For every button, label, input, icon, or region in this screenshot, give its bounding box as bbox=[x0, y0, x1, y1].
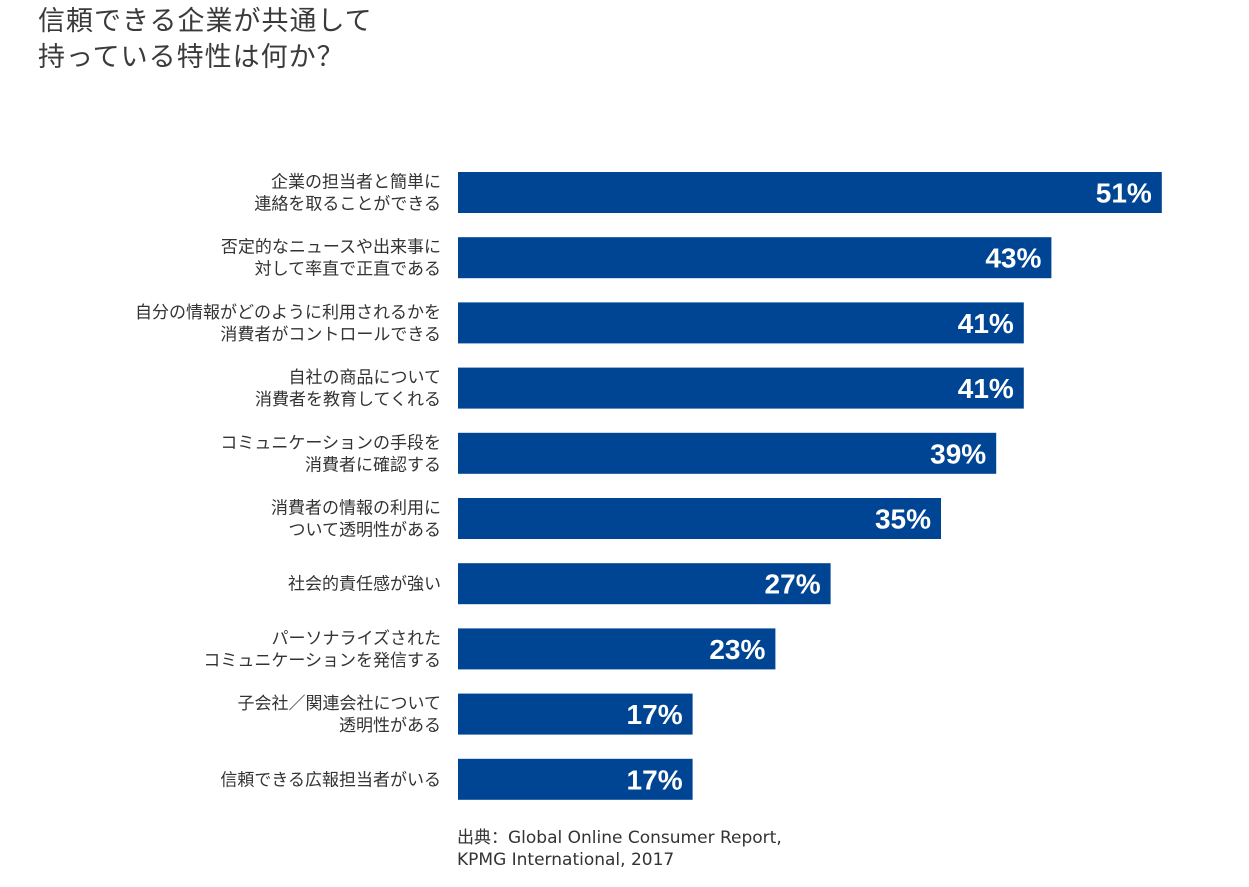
category-label: 透明性がある bbox=[339, 716, 441, 736]
category-label: 子会社／関連会社について bbox=[238, 694, 442, 714]
bar-value-label: 43% bbox=[985, 243, 1041, 274]
bar-group: 17% 信頼できる広報担当者がいる bbox=[220, 758, 693, 800]
category-label: ついて透明性がある bbox=[289, 521, 442, 541]
bar-value-label: 17% bbox=[627, 764, 683, 795]
source-line-2: KPMG International, 2017 bbox=[457, 850, 675, 870]
bar-value-label: 41% bbox=[958, 373, 1014, 404]
bar-value-label: 35% bbox=[875, 504, 931, 535]
source-note: 出典：Global Online Consumer Report, KPMG I… bbox=[457, 827, 782, 871]
bar bbox=[458, 563, 831, 605]
category-label: 信頼できる広報担当者がいる bbox=[220, 770, 441, 790]
bar bbox=[458, 302, 1024, 344]
category-label: 自分の情報がどのように利用されるかを bbox=[135, 303, 441, 323]
bar-value-label: 27% bbox=[765, 569, 821, 600]
bar bbox=[458, 628, 776, 670]
chart-title: 信頼できる企業が共通して 持っている特性は何か？ bbox=[38, 4, 373, 76]
category-label: 消費者がコントロールできる bbox=[220, 325, 441, 345]
bar-value-label: 51% bbox=[1096, 178, 1152, 209]
chart-title-line-1: 信頼できる企業が共通して bbox=[38, 6, 373, 37]
bar bbox=[458, 693, 693, 735]
bar bbox=[458, 237, 1052, 279]
bar bbox=[458, 498, 941, 539]
category-label: コミュニケーションの手段を bbox=[220, 433, 441, 453]
bar bbox=[458, 432, 997, 474]
category-label: 消費者を教育してくれる bbox=[255, 390, 441, 410]
category-label: 対して率直で正直である bbox=[255, 260, 441, 280]
bar-value-label: 41% bbox=[958, 308, 1014, 339]
bar bbox=[458, 758, 693, 800]
bar-group: 27% 社会的責任感が強い bbox=[288, 563, 831, 605]
bar-value-label: 39% bbox=[930, 438, 986, 469]
category-label: パーソナライズされた bbox=[272, 629, 442, 649]
bar bbox=[458, 172, 1162, 213]
source-line-1: 出典：Global Online Consumer Report, bbox=[457, 828, 782, 848]
bar-value-label: 23% bbox=[709, 634, 765, 665]
category-label: 否定的なニュースや出来事に bbox=[221, 238, 441, 258]
category-label: 消費者に確認する bbox=[305, 455, 441, 475]
category-label: 消費者の情報の利用に bbox=[271, 499, 441, 519]
bar-value-label: 17% bbox=[627, 699, 683, 730]
category-label: 社会的責任感が強い bbox=[288, 575, 441, 595]
category-label: 自社の商品について bbox=[289, 368, 442, 388]
bar bbox=[458, 367, 1024, 409]
category-label: コミュニケーションを発信する bbox=[203, 651, 441, 671]
chart-title-line-2: 持っている特性は何か？ bbox=[38, 42, 345, 73]
category-label: 連絡を取ることができる bbox=[254, 195, 441, 215]
category-label: 企業の担当者と簡単に bbox=[271, 173, 441, 193]
